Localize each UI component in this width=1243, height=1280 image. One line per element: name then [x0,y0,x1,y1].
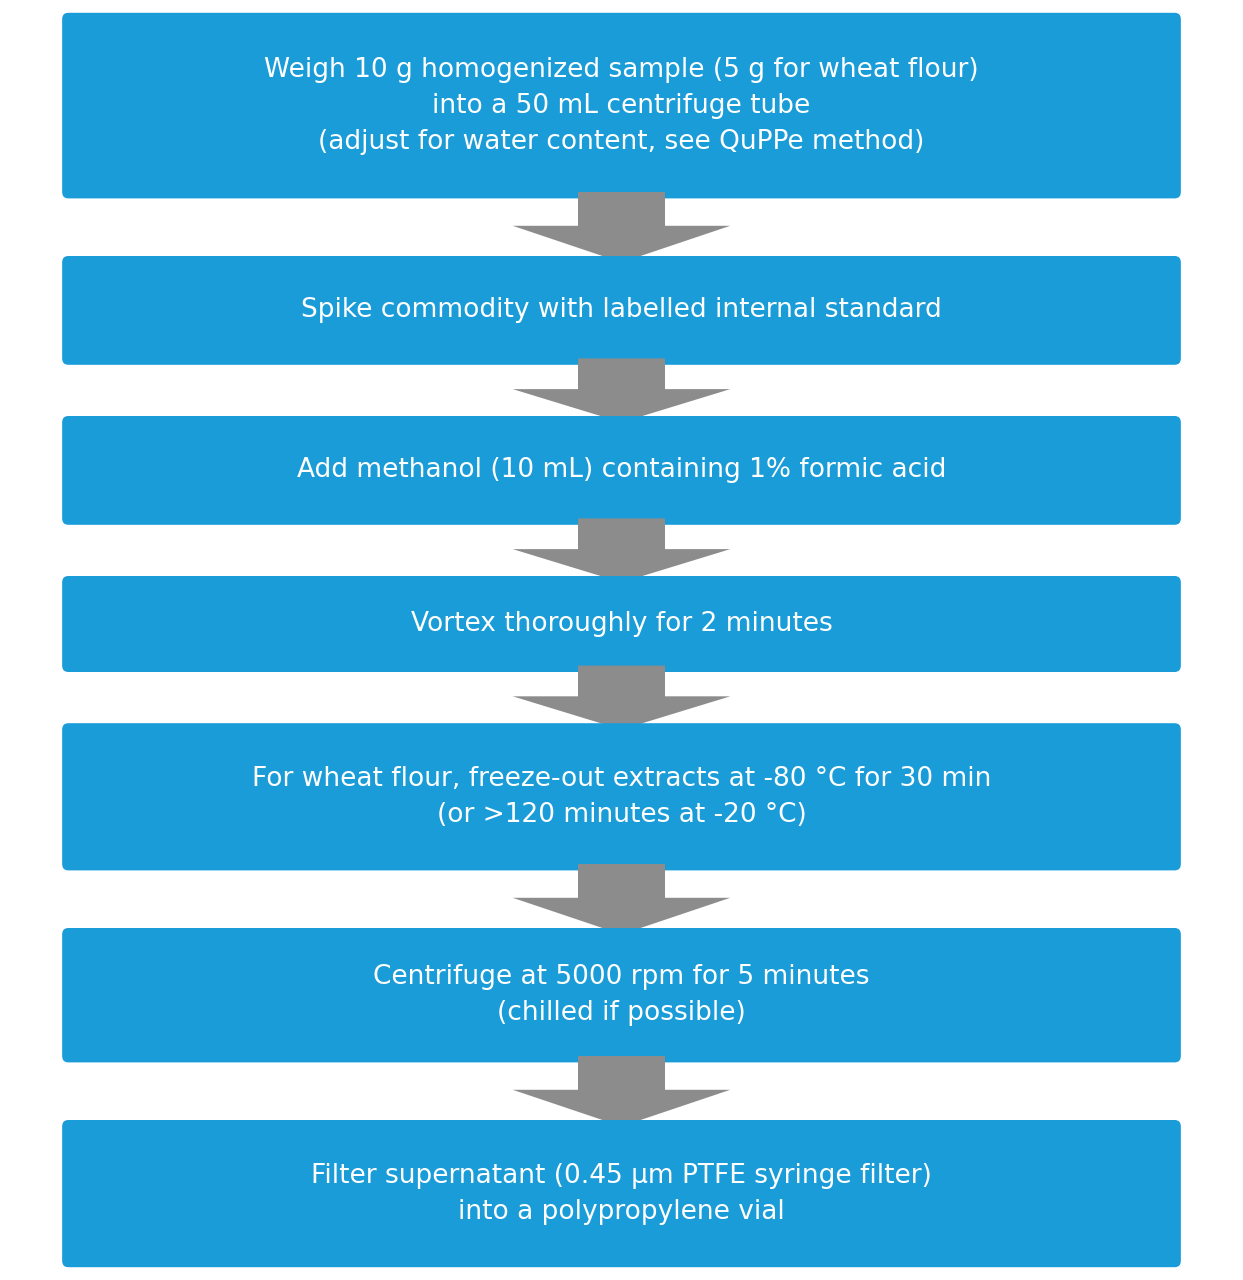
FancyBboxPatch shape [62,256,1181,365]
Text: Weigh 10 g homogenized sample (5 g for wheat flour)
into a 50 mL centrifuge tube: Weigh 10 g homogenized sample (5 g for w… [265,56,978,155]
FancyBboxPatch shape [62,13,1181,198]
Polygon shape [512,358,731,422]
Text: Vortex thoroughly for 2 minutes: Vortex thoroughly for 2 minutes [410,611,833,637]
FancyBboxPatch shape [62,1120,1181,1267]
Text: For wheat flour, freeze-out extracts at -80 °C for 30 min
(or >120 minutes at -2: For wheat flour, freeze-out extracts at … [252,765,991,828]
FancyBboxPatch shape [62,416,1181,525]
FancyBboxPatch shape [62,576,1181,672]
Text: Filter supernatant (0.45 μm PTFE syringe filter)
into a polypropylene vial: Filter supernatant (0.45 μm PTFE syringe… [311,1162,932,1225]
Text: Add methanol (10 mL) containing 1% formic acid: Add methanol (10 mL) containing 1% formi… [297,457,946,484]
Polygon shape [512,864,731,934]
Polygon shape [512,192,731,262]
Polygon shape [512,518,731,582]
Text: Spike commodity with labelled internal standard: Spike commodity with labelled internal s… [301,297,942,324]
FancyBboxPatch shape [62,928,1181,1062]
FancyBboxPatch shape [62,723,1181,870]
Polygon shape [512,1056,731,1126]
Text: Centrifuge at 5000 rpm for 5 minutes
(chilled if possible): Centrifuge at 5000 rpm for 5 minutes (ch… [373,964,870,1027]
Polygon shape [512,666,731,730]
